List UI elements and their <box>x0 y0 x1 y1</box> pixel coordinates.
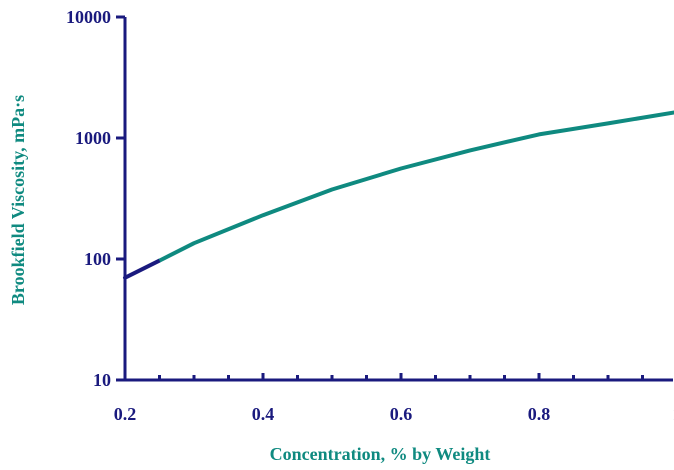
y-tick-label: 100 <box>84 249 111 269</box>
x-tick-label: 1 <box>673 404 674 424</box>
x-tick-label: 0.6 <box>390 404 413 424</box>
axes <box>123 17 673 382</box>
series <box>123 110 674 280</box>
x-tick-label: 0.8 <box>528 404 551 424</box>
ticks: 10 100 1000 10000 0.2 0.4 0.6 0.8 1 <box>66 7 674 424</box>
x-tick-label: 0.4 <box>252 404 275 424</box>
series-line <box>158 110 674 263</box>
x-axis-title: Concentration, % by Weight <box>270 444 491 464</box>
y-tick-label: 1000 <box>75 128 111 148</box>
y-axis-title: Brookfield Viscosity, mPa·s <box>8 95 28 305</box>
y-tick-label: 10 <box>93 370 111 390</box>
y-tick-label: 10000 <box>66 7 111 27</box>
series-segment-start <box>123 258 162 280</box>
x-tick-label: 0.2 <box>114 404 137 424</box>
